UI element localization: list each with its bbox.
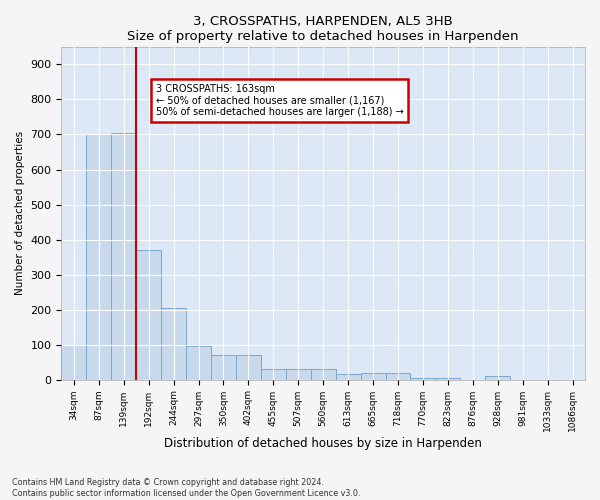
Bar [485, 376, 510, 380]
Bar [211, 355, 236, 380]
Bar [436, 378, 460, 380]
Bar [261, 369, 286, 380]
Bar [286, 369, 311, 380]
X-axis label: Distribution of detached houses by size in Harpenden: Distribution of detached houses by size … [164, 437, 482, 450]
Y-axis label: Number of detached properties: Number of detached properties [15, 131, 25, 296]
Bar [61, 344, 86, 380]
Bar [186, 346, 211, 380]
Bar [161, 308, 186, 380]
Bar [311, 369, 335, 380]
Title: 3, CROSSPATHS, HARPENDEN, AL5 3HB
Size of property relative to detached houses i: 3, CROSSPATHS, HARPENDEN, AL5 3HB Size o… [127, 15, 519, 43]
Bar [86, 134, 111, 380]
Bar [236, 355, 261, 380]
Text: Contains HM Land Registry data © Crown copyright and database right 2024.
Contai: Contains HM Land Registry data © Crown c… [12, 478, 361, 498]
Bar [386, 372, 410, 380]
Bar [361, 372, 386, 380]
Bar [410, 378, 436, 380]
Text: 3 CROSSPATHS: 163sqm
← 50% of detached houses are smaller (1,167)
50% of semi-de: 3 CROSSPATHS: 163sqm ← 50% of detached h… [155, 84, 403, 116]
Bar [136, 250, 161, 380]
Bar [111, 132, 136, 380]
Bar [335, 374, 361, 380]
